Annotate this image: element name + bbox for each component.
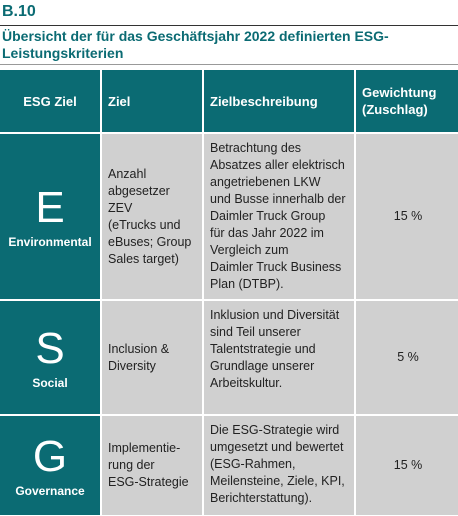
esg-category-governance: G Governance bbox=[0, 416, 100, 515]
header-weighting: Gewichtung (Zuschlag) bbox=[356, 70, 458, 132]
weight-text: 5 % bbox=[397, 350, 419, 364]
description-cell: Inklusion und Diversität sind Teil unser… bbox=[204, 301, 354, 414]
weight-text: 15 % bbox=[393, 209, 423, 223]
header-goal-description: Zielbeschreibung bbox=[204, 70, 354, 132]
header-goal: Ziel bbox=[102, 70, 202, 132]
goal-text: Inclusion & Diversity bbox=[108, 341, 170, 373]
title-rule bbox=[0, 64, 458, 65]
esg-category-environmental: E Environmental bbox=[0, 134, 100, 299]
esg-letter: G bbox=[32, 431, 68, 481]
description-cell: Betrachtung des Absatzes aller elektrisc… bbox=[204, 134, 354, 299]
top-rule bbox=[0, 25, 458, 26]
description-cell: Die ESG-Strategie wird umgesetzt und bew… bbox=[204, 416, 354, 515]
weight-cell: 5 % bbox=[356, 301, 458, 414]
goal-text: Implementie- rung der ESG-Strategie bbox=[108, 441, 189, 489]
description-text: Betrachtung des Absatzes aller elektrisc… bbox=[210, 141, 346, 291]
weight-cell: 15 % bbox=[356, 134, 458, 299]
goal-cell: Inclusion & Diversity bbox=[102, 301, 202, 414]
esg-criteria-table: ESG Ziel Ziel Zielbeschreibung Gewichtun… bbox=[0, 70, 458, 515]
table-label: B.10 bbox=[2, 3, 36, 20]
esg-category-label: Governance bbox=[15, 483, 85, 498]
header-esg-goal: ESG Ziel bbox=[0, 70, 100, 132]
goal-text: Anzahl abgesetzer ZEV (eTrucks und eBuse… bbox=[108, 166, 192, 266]
esg-category-social: S Social bbox=[0, 301, 100, 414]
esg-category-label: Social bbox=[32, 375, 68, 390]
description-text: Inklusion und Diversität sind Teil unser… bbox=[210, 308, 340, 390]
goal-cell: Implementie- rung der ESG-Strategie bbox=[102, 416, 202, 515]
goal-cell: Anzahl abgesetzer ZEV (eTrucks und eBuse… bbox=[102, 134, 202, 299]
table-title: Übersicht der für das Geschäftsjahr 2022… bbox=[2, 28, 389, 61]
description-text: Die ESG-Strategie wird umgesetzt und bew… bbox=[210, 423, 345, 505]
weight-text: 15 % bbox=[393, 458, 423, 472]
esg-letter: E bbox=[35, 182, 65, 232]
weight-cell: 15 % bbox=[356, 416, 458, 515]
esg-category-label: Environmental bbox=[8, 234, 92, 249]
esg-letter: S bbox=[35, 323, 65, 373]
